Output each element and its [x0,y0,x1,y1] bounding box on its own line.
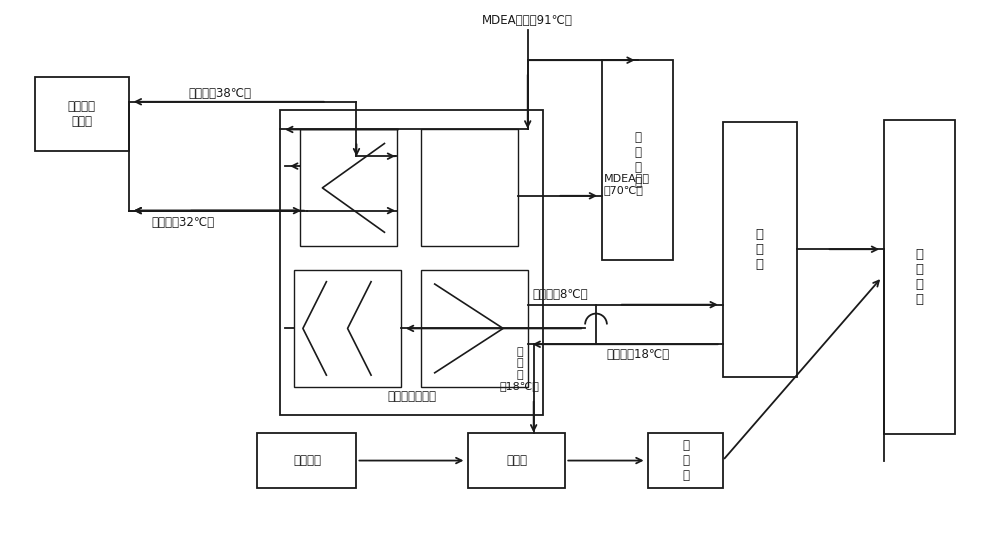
Text: 冷冻水（8℃）: 冷冻水（8℃） [533,288,588,301]
Text: 水
冷
器: 水 冷 器 [756,228,764,271]
Bar [35,77,129,152]
Text: 压
缩
机: 压 缩 机 [682,439,689,482]
Text: 循环冷却
水装置: 循环冷却 水装置 [68,100,96,128]
Bar [421,130,518,246]
Text: 半水煤气: 半水煤气 [293,454,321,467]
Text: 换热器: 换热器 [506,454,527,467]
Bar [648,433,723,488]
Bar [300,130,397,246]
Bar [723,122,797,377]
Bar [294,270,401,387]
Bar [421,270,528,387]
Text: 冷却水（32℃）: 冷却水（32℃） [152,216,215,229]
Text: 冷却水（38℃）: 冷却水（38℃） [188,87,251,100]
Text: 脱
碳
系
统: 脱 碳 系 统 [634,131,641,189]
Text: 冷
冻
水
（18℃）: 冷 冻 水 （18℃） [500,347,540,391]
Bar [602,60,673,260]
Text: 溴化锂制冷机组: 溴化锂制冷机组 [387,390,436,403]
Bar [468,433,565,488]
Text: MDEA溶液
（70℃）: MDEA溶液 （70℃） [604,173,650,195]
Bar [884,119,955,434]
Bar [257,433,356,488]
Bar [280,110,543,415]
Text: 冷冻水（18℃）: 冷冻水（18℃） [607,348,670,361]
Text: 氨
合
成
塔: 氨 合 成 塔 [916,248,924,306]
Text: MDEA溶液（91℃）: MDEA溶液（91℃） [482,14,573,27]
